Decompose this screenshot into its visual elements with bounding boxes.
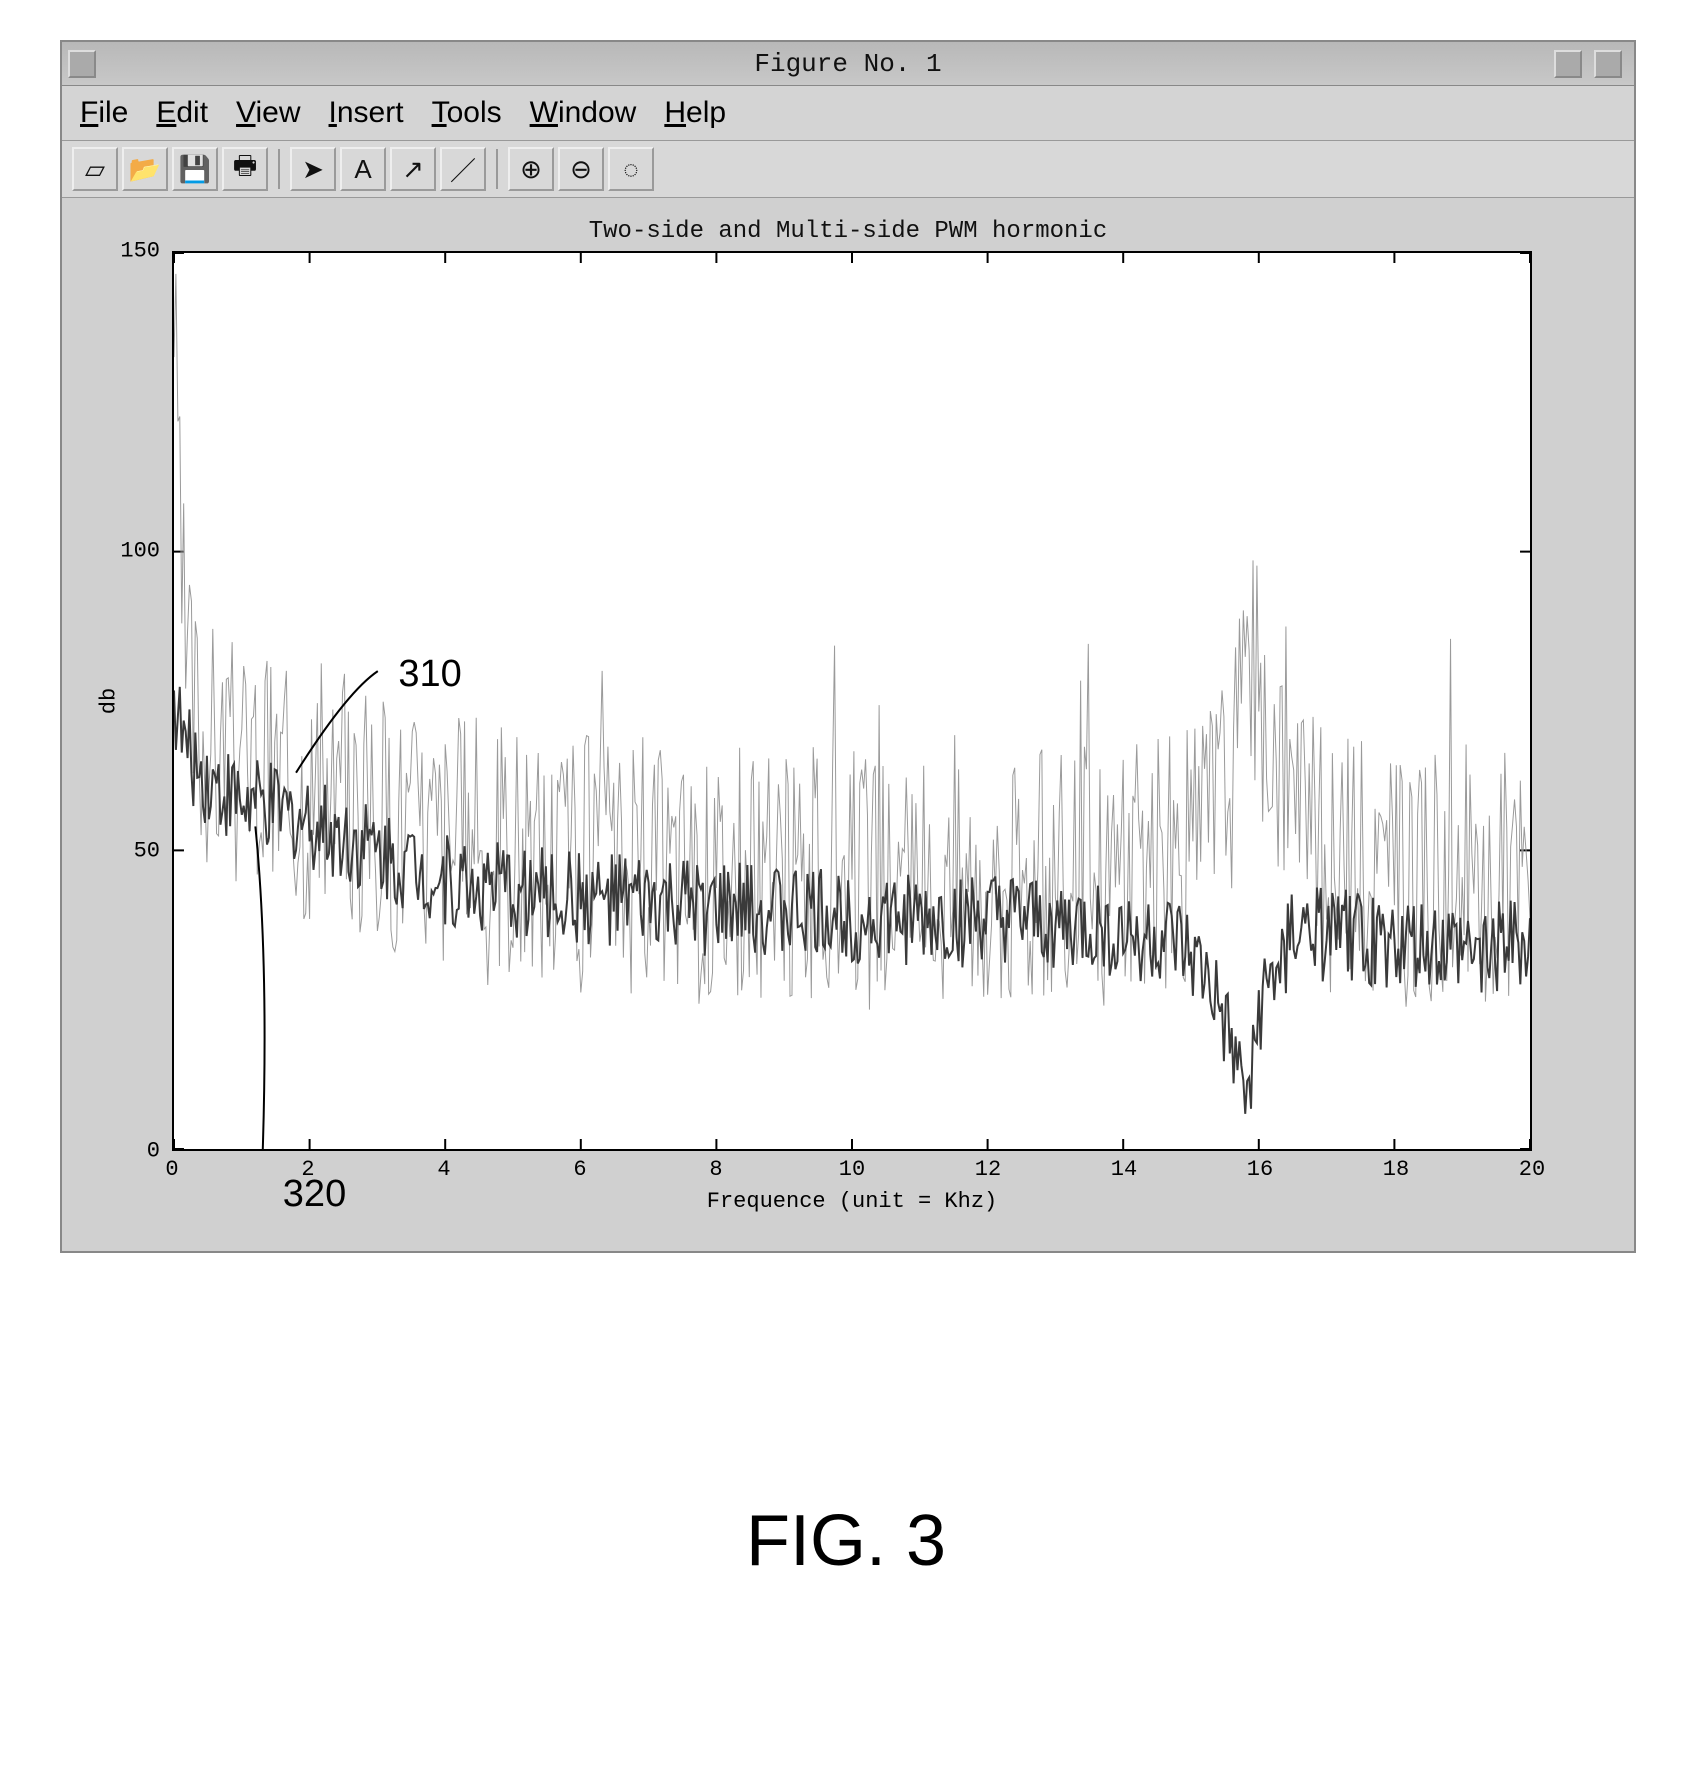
window-title: Figure No. 1 (62, 49, 1634, 79)
print-icon[interactable]: 🖶 (222, 147, 268, 191)
pointer-icon[interactable]: ➤ (290, 147, 336, 191)
toolbar-separator (496, 149, 498, 189)
zoom-out-icon[interactable]: ⊖ (558, 147, 604, 191)
menu-edit[interactable]: Edit (156, 96, 208, 130)
minimize-icon[interactable] (1554, 50, 1582, 78)
x-tick: 12 (975, 1157, 1001, 1182)
y-axis-label: db (97, 688, 122, 714)
menu-tools[interactable]: Tools (432, 96, 502, 130)
x-tick: 4 (437, 1157, 450, 1182)
x-tick: 6 (573, 1157, 586, 1182)
menu-file[interactable]: File (80, 96, 128, 130)
plot-area: 310320 (172, 251, 1532, 1151)
rotate-icon[interactable]: ◌ (608, 147, 654, 191)
figure-caption: FIG. 3 (0, 1500, 1692, 1582)
y-axis: db 050100150 (92, 251, 172, 1151)
text-icon[interactable]: A (340, 147, 386, 191)
zoom-in-icon[interactable]: ⊕ (508, 147, 554, 191)
menu-view[interactable]: View (236, 96, 300, 130)
toolbar: ▱📂💾🖶 ➤A↗／ ⊕⊖◌ (62, 141, 1634, 198)
line-icon[interactable]: ／ (440, 147, 486, 191)
figure-window: Figure No. 1 File Edit View Insert Tools Wind… (60, 40, 1636, 1253)
menu-help[interactable]: Help (664, 96, 726, 130)
series-310 (174, 274, 1530, 1010)
x-tick: 0 (165, 1157, 178, 1182)
x-tick: 14 (1111, 1157, 1137, 1182)
titlebar: Figure No. 1 (62, 42, 1634, 86)
save-icon[interactable]: 💾 (172, 147, 218, 191)
y-tick: 50 (134, 839, 160, 864)
x-tick: 20 (1519, 1157, 1545, 1182)
chart-title: Two-side and Multi-side PWM hormonic (92, 218, 1604, 245)
y-tick: 150 (120, 239, 160, 264)
y-tick: 0 (147, 1139, 160, 1164)
annotation-leader (255, 826, 264, 1149)
open-file-icon[interactable]: 📂 (122, 147, 168, 191)
menu-insert[interactable]: Insert (329, 96, 404, 130)
new-file-icon[interactable]: ▱ (72, 147, 118, 191)
menu-window[interactable]: Window (530, 96, 637, 130)
menubar: File Edit View Insert Tools Window Help (62, 86, 1634, 141)
arrow-icon[interactable]: ↗ (390, 147, 436, 191)
maximize-icon[interactable] (1594, 50, 1622, 78)
x-tick: 8 (709, 1157, 722, 1182)
x-tick: 10 (839, 1157, 865, 1182)
toolbar-separator (278, 149, 280, 189)
x-axis-label: Frequence (unit = Khz) (707, 1189, 997, 1214)
x-axis: Frequence (unit = Khz) 02468101214161820 (172, 1151, 1532, 1221)
window-menu-icon[interactable] (68, 50, 96, 78)
x-tick: 18 (1383, 1157, 1409, 1182)
y-tick: 100 (120, 539, 160, 564)
x-tick: 2 (301, 1157, 314, 1182)
x-tick: 16 (1247, 1157, 1273, 1182)
annotation-310: 310 (398, 653, 461, 696)
figure-area: Two-side and Multi-side PWM hormonic db … (62, 198, 1634, 1251)
